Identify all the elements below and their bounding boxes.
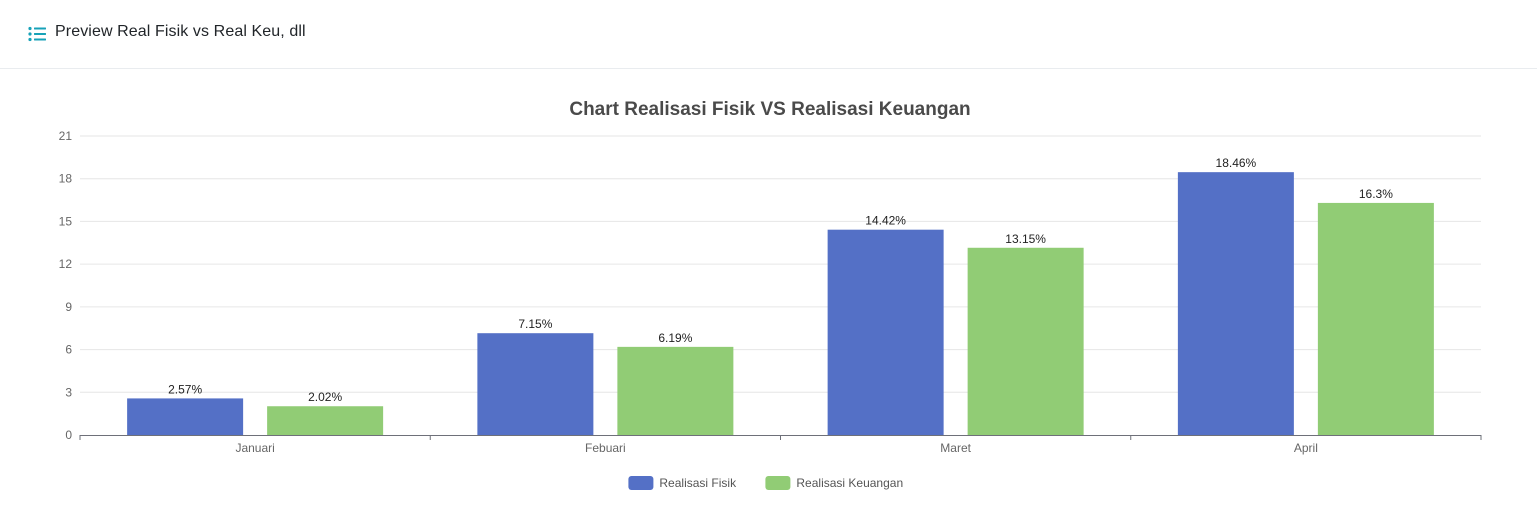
x-tick-label: Januari <box>235 441 274 455</box>
bar[interactable] <box>127 398 244 435</box>
x-axis: Januari Febuari Maret April <box>79 435 1482 455</box>
bar-value-label: 14.42% <box>865 214 906 228</box>
bar[interactable] <box>827 229 944 435</box>
y-axis: 0 3 6 9 12 15 18 21 <box>59 129 73 442</box>
bar[interactable] <box>967 247 1084 435</box>
bar[interactable] <box>477 333 594 435</box>
bar[interactable] <box>617 346 734 435</box>
y-tick-label: 6 <box>65 343 72 357</box>
legend[interactable]: Realisasi Fisik Realisasi Keuangan <box>628 476 903 490</box>
legend-swatch <box>628 476 654 490</box>
bars <box>127 172 1434 435</box>
grid-lines <box>80 135 1481 393</box>
bar-value-label: 2.02% <box>308 390 342 404</box>
bar-chart: Chart Realisasi Fisik VS Realisasi Keuan… <box>59 99 1482 490</box>
bar-value-label: 13.15% <box>1005 232 1046 246</box>
chart-title: Chart Realisasi Fisik VS Realisasi Keuan… <box>569 99 970 120</box>
y-tick-label: 12 <box>59 257 73 271</box>
legend-label: Realisasi Keuangan <box>796 476 903 490</box>
bar[interactable] <box>1317 202 1434 435</box>
y-tick-label: 18 <box>59 172 73 186</box>
y-tick-label: 3 <box>65 385 72 399</box>
data-labels: 2.57% 7.15% 14.42% 18.46% 2.02% 6.19% 13.15% 16… <box>168 156 1393 404</box>
x-tick-label: Maret <box>940 441 971 455</box>
y-tick-label: 15 <box>59 214 73 228</box>
bar[interactable] <box>267 406 384 435</box>
bar-value-label: 6.19% <box>658 331 692 345</box>
bar-value-label: 18.46% <box>1216 156 1257 170</box>
bar-value-label: 16.3% <box>1359 187 1393 201</box>
y-tick-label: 0 <box>65 428 72 442</box>
legend-label: Realisasi Fisik <box>659 476 737 490</box>
list-icon <box>28 26 46 42</box>
bar-value-label: 2.57% <box>168 382 202 396</box>
legend-item[interactable]: Realisasi Fisik <box>628 476 737 490</box>
bar[interactable] <box>1177 172 1294 435</box>
y-tick-label: 21 <box>59 129 73 143</box>
bar-value-label: 7.15% <box>518 317 552 331</box>
card-header: Preview Real Fisik vs Real Keu, dll <box>0 0 1537 69</box>
legend-swatch <box>765 476 791 490</box>
y-tick-label: 9 <box>65 300 72 314</box>
x-tick-label: April <box>1294 441 1318 455</box>
x-tick-label: Febuari <box>585 441 626 455</box>
legend-item[interactable]: Realisasi Keuangan <box>765 476 903 490</box>
card-title: Preview Real Fisik vs Real Keu, dll <box>55 23 306 40</box>
